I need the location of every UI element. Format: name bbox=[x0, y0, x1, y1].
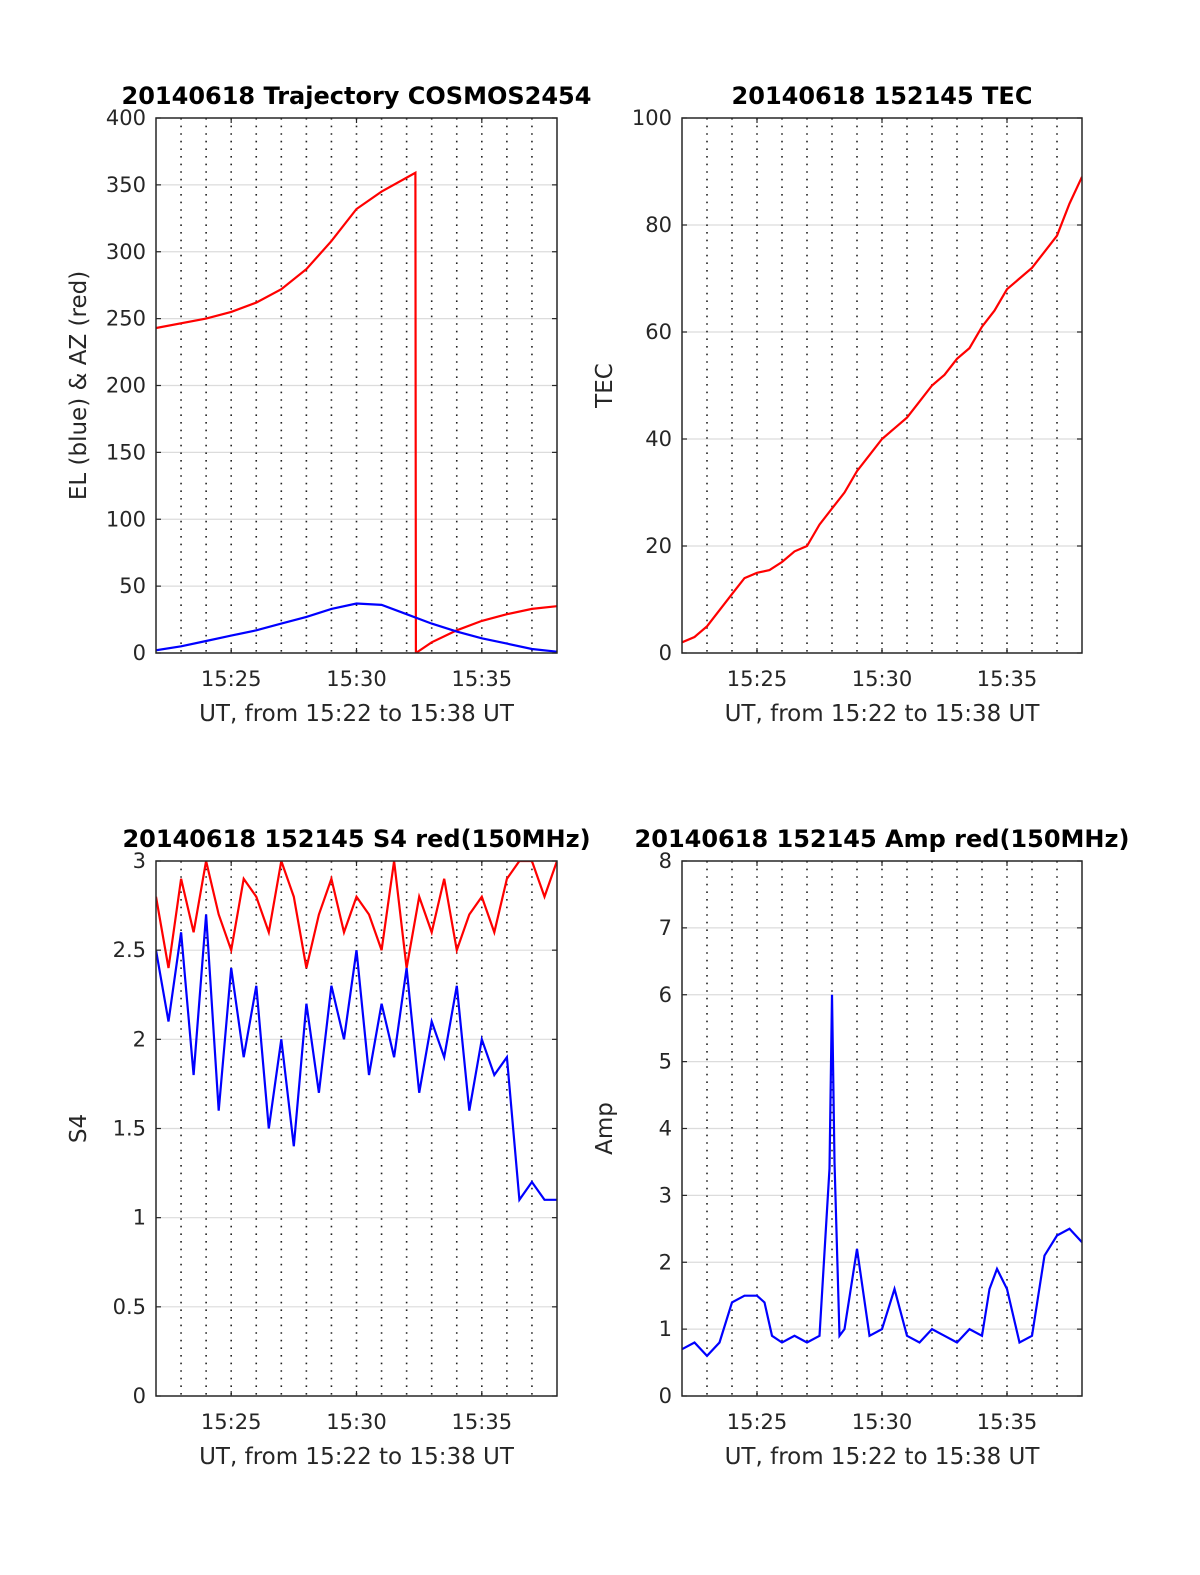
y-axis-label: TEC bbox=[592, 363, 618, 409]
y-tick-label: 2 bbox=[133, 1027, 146, 1051]
x-tick-label: 15:30 bbox=[852, 667, 913, 691]
x-tick-label: 15:25 bbox=[201, 667, 262, 691]
chart-panel-4: 0 1 2 3 4 5 6 7 8 15:25 15:30 15:35 20140618 152145 … bbox=[592, 825, 1129, 1470]
x-tick-label: 15:25 bbox=[201, 1410, 262, 1434]
y-tick-label: 0 bbox=[659, 641, 672, 665]
chart-title: 20140618 152145 TEC bbox=[732, 82, 1033, 110]
chart-title: 20140618 Trajectory COSMOS2454 bbox=[122, 82, 592, 110]
x-axis-label: UT, from 15:22 to 15:38 UT bbox=[725, 701, 1041, 727]
y-tick-label: 350 bbox=[106, 173, 146, 197]
y-tick-label: 400 bbox=[106, 106, 146, 130]
y-tick-label: 0 bbox=[133, 1384, 146, 1408]
y-tick-label: 2 bbox=[659, 1250, 672, 1274]
y-tick-label: 80 bbox=[645, 213, 672, 237]
series-line-1 bbox=[682, 994, 1082, 1358]
series-line-2 bbox=[156, 914, 557, 1203]
y-tick-label: 0 bbox=[133, 641, 146, 665]
x-tick-label: 15:25 bbox=[727, 1410, 788, 1434]
y-tick-label: 60 bbox=[645, 320, 672, 344]
y-tick-label: 100 bbox=[632, 106, 672, 130]
y-tick-label: 0.5 bbox=[113, 1295, 146, 1319]
x-tick-label: 15:25 bbox=[727, 667, 788, 691]
x-tick-label: 15:30 bbox=[326, 667, 387, 691]
y-tick-label: 40 bbox=[645, 427, 672, 451]
y-tick-label: 8 bbox=[659, 849, 672, 873]
y-tick-label: 200 bbox=[106, 374, 146, 398]
y-tick-label: 150 bbox=[106, 440, 146, 464]
x-tick-label: 15:35 bbox=[452, 1410, 513, 1434]
y-tick-label: 0 bbox=[659, 1384, 672, 1408]
chart-title: 20140618 152145 Amp red(150MHz) bbox=[635, 825, 1130, 853]
x-axis-label: UT, from 15:22 to 15:38 UT bbox=[199, 701, 515, 727]
x-tick-label: 15:35 bbox=[977, 1410, 1038, 1434]
y-tick-label: 3 bbox=[133, 849, 146, 873]
x-tick-label: 15:30 bbox=[326, 1410, 387, 1434]
y-axis-label: EL (blue) & AZ (red) bbox=[66, 271, 92, 500]
y-axis-label: Amp bbox=[592, 1102, 618, 1155]
y-tick-label: 50 bbox=[119, 574, 146, 598]
x-axis-label: UT, from 15:22 to 15:38 UT bbox=[725, 1444, 1041, 1470]
y-tick-label: 2.5 bbox=[113, 938, 146, 962]
y-tick-label: 250 bbox=[106, 307, 146, 331]
series-line-1 bbox=[682, 176, 1082, 644]
y-tick-label: 1 bbox=[133, 1206, 146, 1230]
chart-panel-2: 0 20 40 60 80 100 15:25 15:30 15:35 20140618 1521… bbox=[592, 82, 1083, 727]
y-tick-label: 4 bbox=[659, 1117, 672, 1141]
series-line-1 bbox=[156, 861, 557, 969]
y-tick-label: 1 bbox=[659, 1317, 672, 1341]
y-tick-label: 300 bbox=[106, 240, 146, 264]
y-tick-label: 6 bbox=[659, 983, 672, 1007]
y-tick-label: 100 bbox=[106, 507, 146, 531]
x-axis-label: UT, from 15:22 to 15:38 UT bbox=[199, 1444, 515, 1470]
y-axis-label: S4 bbox=[66, 1114, 92, 1143]
y-tick-label: 3 bbox=[659, 1183, 672, 1207]
y-tick-label: 20 bbox=[645, 534, 672, 558]
y-tick-label: 1.5 bbox=[113, 1117, 146, 1141]
x-tick-label: 15:35 bbox=[452, 667, 513, 691]
y-tick-label: 5 bbox=[659, 1050, 672, 1074]
y-tick-label: 7 bbox=[659, 916, 672, 940]
chart-title: 20140618 152145 S4 red(150MHz) bbox=[122, 825, 590, 853]
chart-panel-1: 0 50 100 150 200 250 300 350 400 15:25 15:30 15:35 2… bbox=[66, 82, 591, 727]
x-tick-label: 15:35 bbox=[977, 667, 1038, 691]
series-line-1 bbox=[156, 170, 557, 653]
series-line-2 bbox=[156, 602, 557, 653]
chart-panel-3: 0 0.5 1 1.5 2 2.5 3 15:25 15:30 15:35 20140618 152… bbox=[66, 825, 591, 1470]
x-tick-label: 15:30 bbox=[852, 1410, 913, 1434]
